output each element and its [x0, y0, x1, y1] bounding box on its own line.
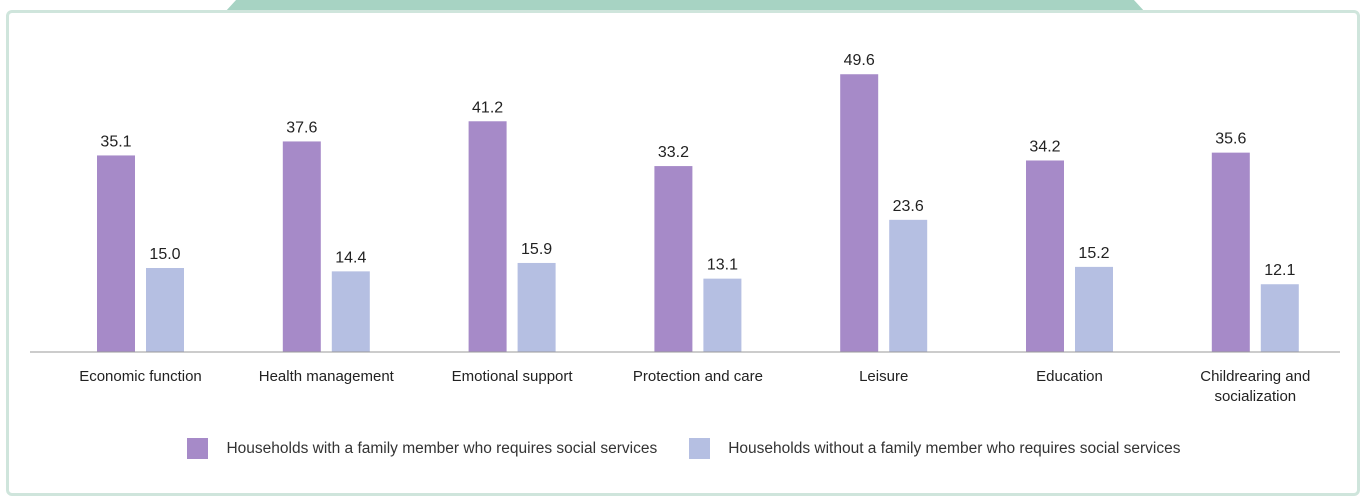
- category-label-protection-and-care: Protection and care: [633, 368, 763, 385]
- value-label-economic-function-series-1: 15.0: [149, 246, 180, 263]
- category-labels-layer: Economic function Health management Emotio…: [79, 368, 1310, 405]
- category-label-health-management: Health management: [259, 368, 395, 385]
- legend-item-without-member: Households without a family member who r…: [689, 438, 1181, 459]
- value-label-emotional-support-series-1: 15.9: [521, 241, 552, 258]
- value-label-protection-and-care-series-1: 13.1: [707, 257, 738, 274]
- bar-protection-and-care-series-0: [654, 166, 693, 352]
- category-label-education: Education: [1036, 368, 1103, 385]
- bar-economic-function-series-0: [97, 155, 135, 352]
- bar-emotional-support-series-0: [468, 121, 507, 352]
- bar-childrearing-and-socialization-series-1: [1260, 284, 1299, 352]
- legend-item-with-member: Households with a family member who requ…: [187, 438, 657, 459]
- legend: Households with a family member who requ…: [0, 438, 1368, 459]
- category-label-emotional-support: Emotional support: [452, 368, 574, 385]
- value-label-leisure-series-0: 49.6: [844, 52, 875, 69]
- category-label-economic-function: Economic function: [79, 368, 202, 385]
- bar-education-series-0: [1026, 160, 1064, 352]
- value-label-economic-function-series-0: 35.1: [100, 133, 131, 150]
- bar-leisure-series-0: [840, 74, 879, 353]
- header-tab-decoration: [225, 0, 1145, 12]
- category-label-leisure: Leisure: [859, 368, 908, 385]
- bar-education-series-1: [1075, 266, 1113, 352]
- value-label-health-management-series-1: 14.4: [335, 249, 366, 266]
- value-label-health-management-series-0: 37.6: [286, 119, 317, 136]
- category-label-childrearing-and-socialization: Childrearing and socialization: [1200, 368, 1310, 405]
- value-label-education-series-1: 15.2: [1078, 245, 1109, 262]
- bar-economic-function-series-1: [146, 268, 184, 352]
- value-labels-layer: 35.1 15.0 37.6 14.4 41.2 15.9 33.2 13.1 49.6 23.6…: [100, 52, 1295, 279]
- bar-health-management-series-0: [282, 141, 321, 352]
- value-label-protection-and-care-series-0: 33.2: [658, 144, 689, 161]
- value-label-childrearing-and-socialization-series-0: 35.6: [1215, 131, 1246, 148]
- value-label-childrearing-and-socialization-series-1: 12.1: [1264, 262, 1295, 279]
- legend-swatch-without-member: [689, 438, 711, 459]
- bar-health-management-series-1: [331, 271, 370, 352]
- bar-leisure-series-1: [889, 219, 928, 352]
- legend-label-without-member: Households without a family member who r…: [728, 439, 1181, 457]
- bar-childrearing-and-socialization-series-0: [1211, 152, 1250, 352]
- value-label-education-series-0: 34.2: [1029, 138, 1060, 155]
- value-label-leisure-series-1: 23.6: [893, 198, 924, 215]
- legend-swatch-with-member: [187, 438, 209, 459]
- value-label-emotional-support-series-0: 41.2: [472, 99, 503, 116]
- bars-layer: [97, 74, 1299, 353]
- legend-label-with-member: Households with a family member who requ…: [226, 439, 658, 457]
- bar-emotional-support-series-1: [517, 262, 556, 352]
- bar-protection-and-care-series-1: [703, 278, 742, 352]
